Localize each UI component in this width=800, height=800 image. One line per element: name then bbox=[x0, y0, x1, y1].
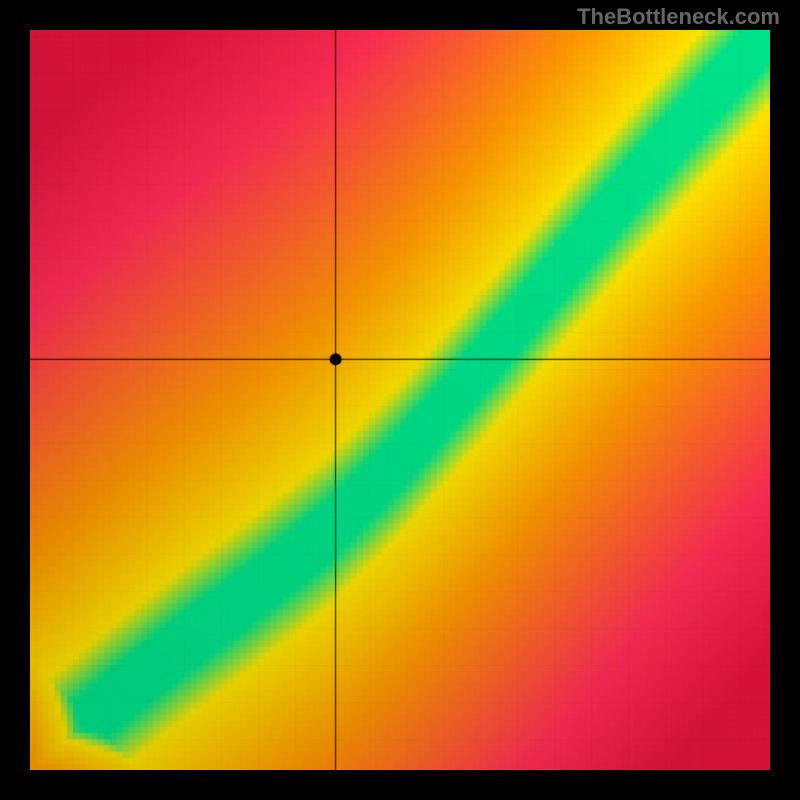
plot-area bbox=[30, 30, 770, 770]
watermark-text: TheBottleneck.com bbox=[577, 4, 780, 30]
chart-container: TheBottleneck.com bbox=[0, 0, 800, 800]
bottleneck-heatmap bbox=[30, 30, 770, 770]
